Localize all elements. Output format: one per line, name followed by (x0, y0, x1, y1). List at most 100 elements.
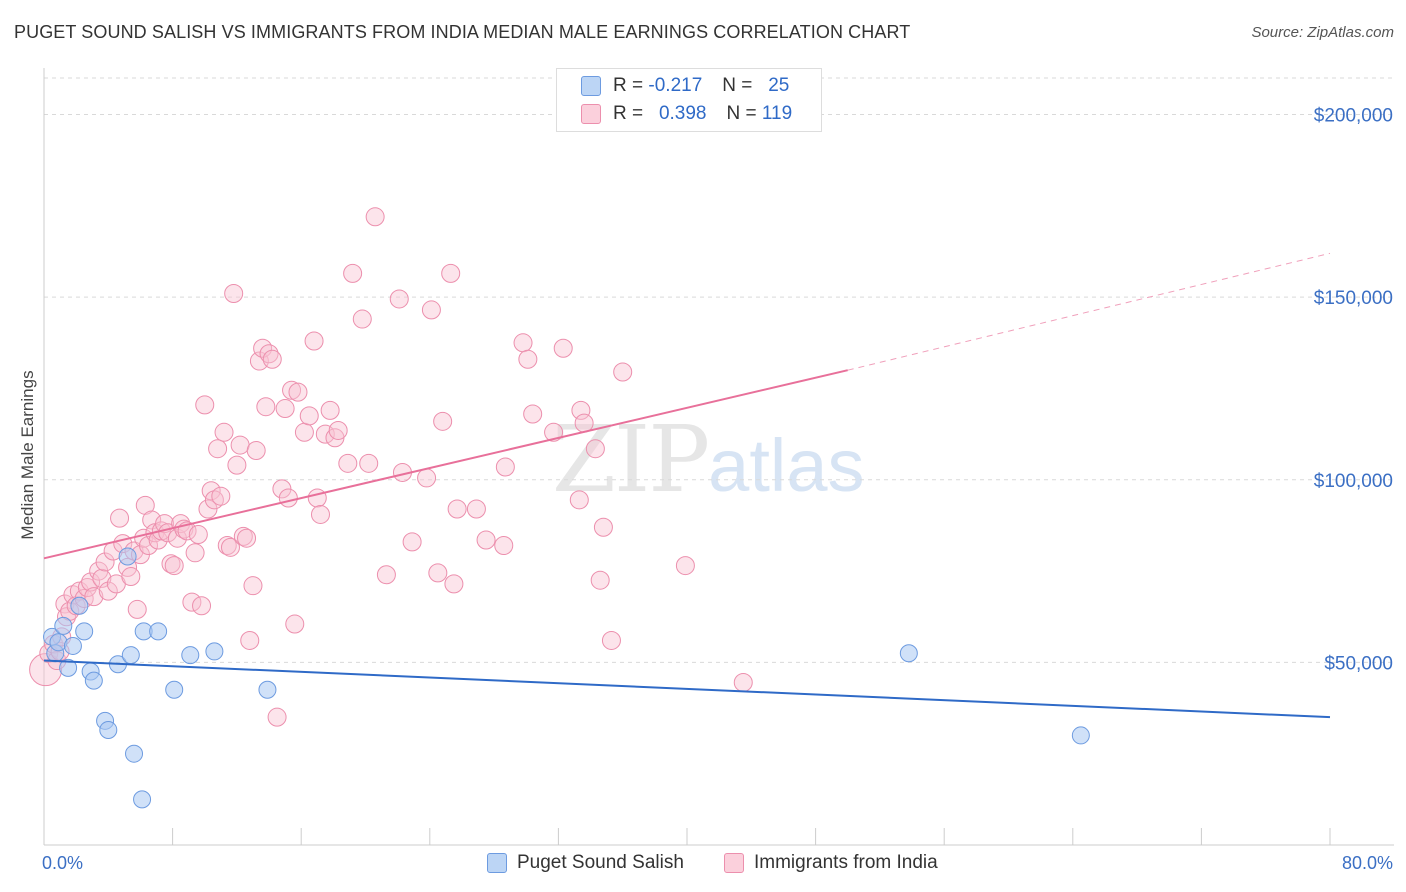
legend-label-india: Immigrants from India (754, 852, 938, 873)
india-point (237, 528, 257, 548)
india-point (217, 536, 237, 556)
india-point (282, 380, 302, 400)
legend-swatch-india (724, 853, 744, 873)
india-point (441, 263, 461, 283)
india-point (294, 422, 314, 442)
india-point (262, 349, 282, 369)
watermark-atlas: atlas (708, 424, 865, 507)
india-point (127, 599, 147, 619)
india-point (307, 488, 327, 508)
india-point (447, 499, 467, 519)
india-point (142, 510, 162, 530)
legend-row-india: R = 0.398 N = 119 (581, 101, 792, 127)
legend-n-label: N = (722, 75, 753, 96)
india-point (275, 399, 295, 419)
y-tick-label: $200,000 (1314, 106, 1393, 127)
india-point (192, 596, 212, 616)
india-point (208, 439, 228, 459)
x-tick-label: 80.0% (1342, 853, 1393, 873)
chart-title: PUGET SOUND SALISH VS IMMIGRANTS FROM IN… (14, 22, 911, 42)
india-point (304, 331, 324, 351)
india-point (214, 422, 234, 442)
india-point (299, 406, 319, 426)
india-point (320, 400, 340, 420)
india-point (553, 338, 573, 358)
india-point (84, 587, 104, 607)
india-point (601, 630, 621, 650)
india-point (444, 574, 464, 594)
salish-point (125, 744, 144, 763)
salish-point (118, 547, 137, 566)
india-point (518, 349, 538, 369)
india-point (417, 468, 437, 488)
india-point (338, 453, 358, 473)
salish-point (63, 636, 82, 655)
salish-point (165, 680, 184, 699)
india-point (389, 289, 409, 309)
watermark-zip: ZIP (552, 406, 710, 513)
legend-item-india[interactable]: Immigrants from India (724, 852, 938, 874)
y-tick-label: $150,000 (1314, 288, 1393, 309)
legend-item-salish[interactable]: Puget Sound Salish (487, 852, 684, 874)
india-trendline-extension (847, 252, 1331, 371)
legend-r-label: R = (613, 103, 644, 124)
india-point (402, 532, 422, 552)
india-point (224, 283, 244, 303)
india-point (365, 207, 385, 227)
legend-r-value: 0.398 (658, 103, 707, 124)
india-point (733, 672, 753, 692)
india-point (310, 504, 330, 524)
legend-swatch-salish (581, 76, 601, 96)
salish-point (181, 646, 200, 665)
india-point (569, 490, 589, 510)
india-point (240, 630, 260, 650)
salish-point (899, 644, 918, 663)
legend-swatch-salish (487, 853, 507, 873)
india-point (613, 362, 633, 382)
india-point (246, 441, 266, 461)
india-point (253, 338, 273, 358)
india-point (466, 499, 486, 519)
salish-point (54, 616, 73, 635)
india-point (95, 552, 115, 572)
india-point (267, 707, 287, 727)
legend-n-value: 119 (761, 103, 793, 124)
india-point (98, 581, 118, 601)
india-point (204, 490, 224, 510)
salish-trendline (43, 659, 1331, 719)
legend-n-value: 25 (768, 75, 790, 96)
india-point (220, 537, 240, 557)
india-point (494, 536, 514, 556)
india-point (376, 565, 396, 585)
india-point (256, 397, 276, 417)
watermark: ZIPatlas (552, 406, 864, 513)
india-point (164, 556, 184, 576)
salish-point (149, 622, 168, 641)
salish-point (70, 596, 89, 615)
india-point (421, 300, 441, 320)
y-tick-label: $50,000 (1324, 653, 1393, 674)
india-point (138, 536, 158, 556)
salish-point (205, 642, 224, 661)
india-trendline (43, 369, 848, 560)
india-point (328, 420, 348, 440)
salish-point (84, 671, 103, 690)
india-point (513, 333, 533, 353)
india-point (110, 508, 130, 528)
india-point (182, 592, 202, 612)
india-point (211, 486, 231, 506)
salish-point (1071, 726, 1090, 745)
india-point (571, 400, 591, 420)
india-point (195, 395, 215, 415)
india-point (544, 422, 564, 442)
series-legend: Puget Sound Salish Immigrants from India (0, 852, 1406, 878)
legend-n-label: N = (726, 103, 757, 124)
india-point (81, 572, 101, 592)
india-point (285, 614, 305, 634)
india-point (243, 576, 263, 596)
india-point (188, 525, 208, 545)
india-point (315, 424, 335, 444)
x-tick-label: 0.0% (42, 853, 83, 873)
india-point (288, 382, 308, 402)
